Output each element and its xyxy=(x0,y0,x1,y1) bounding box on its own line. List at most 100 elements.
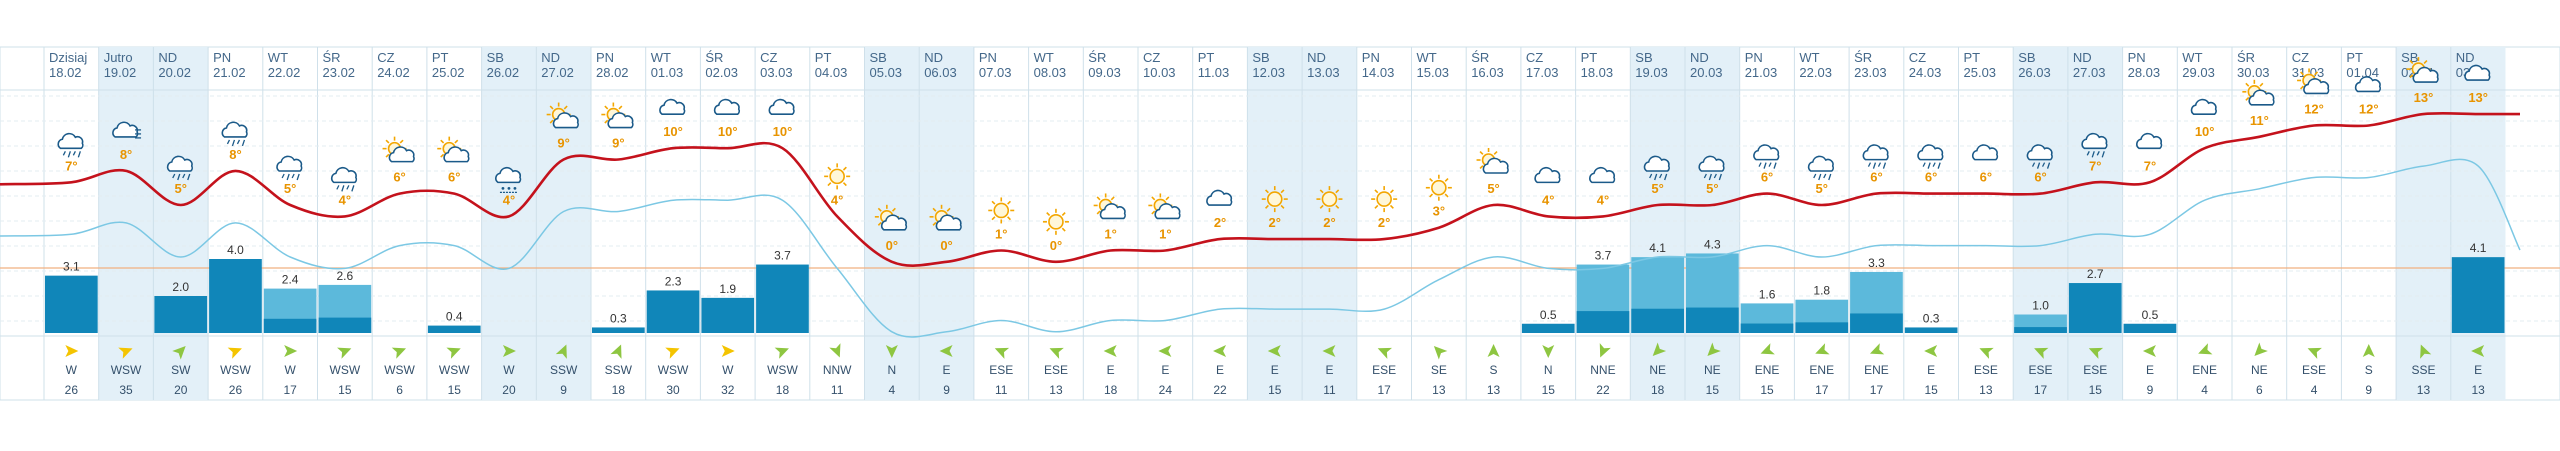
rain-drop xyxy=(2096,150,2100,156)
wind-speed: 11 xyxy=(1323,383,1336,397)
wind-direction: E xyxy=(2146,363,2154,377)
wind-speed: 26 xyxy=(65,383,79,397)
sun-ray xyxy=(2259,82,2264,87)
sun-ray xyxy=(1264,204,1269,209)
rain-drop xyxy=(336,185,340,190)
wind-direction: W xyxy=(284,363,296,377)
day-name: WT xyxy=(1417,50,1437,65)
sun-ray xyxy=(604,119,609,124)
precip-bar xyxy=(45,275,98,333)
day-name: WT xyxy=(2182,50,2202,65)
rain-drop xyxy=(1654,173,1658,181)
sun-ray xyxy=(1374,204,1379,209)
rain-drop xyxy=(1708,173,1712,181)
rain-drop xyxy=(1664,173,1668,181)
weekend-column xyxy=(1302,47,1357,400)
day-date: 17.03 xyxy=(1526,65,1559,80)
sun-ray xyxy=(549,119,554,124)
precip-bar xyxy=(2123,323,2177,333)
temperature-lines xyxy=(0,111,2521,338)
temperature-label: 2° xyxy=(1214,215,1226,230)
sun-ray xyxy=(399,139,404,144)
wind-direction: SW xyxy=(171,363,191,377)
sun-ray xyxy=(1151,196,1156,201)
cloud-shape xyxy=(1206,189,1233,206)
day-name: ND xyxy=(924,50,943,65)
wind-direction: ESE xyxy=(2083,363,2107,377)
sun-ray xyxy=(1280,204,1285,209)
cloud-icon xyxy=(1589,167,1616,184)
day-date: 27.03 xyxy=(2073,65,2106,80)
day-name: ND xyxy=(2456,50,2475,65)
rain-drop xyxy=(2046,162,2051,169)
cloud-shape xyxy=(2303,78,2330,95)
temperature-label: 6° xyxy=(1761,170,1773,185)
weekend-column xyxy=(481,47,537,400)
cloud-shape xyxy=(1643,155,1670,172)
day-name: PT xyxy=(1581,50,1598,65)
wind-row: W26WSW35SW20WSW26W17WSW15WSW6WSW15W20SSW… xyxy=(65,342,2485,397)
precipitation-bars: 3.1 2.0 4.0 2.4 2.6 0.4 0.3 2.3 1.9 3.7 0.5 3.7 4.1 4… xyxy=(45,237,2505,333)
cloud-rain-icon xyxy=(276,155,303,181)
sun-cloud-icon xyxy=(2242,79,2275,106)
sun-ray xyxy=(440,153,445,158)
rain-drop xyxy=(187,173,191,181)
wind-direction: W xyxy=(66,363,78,377)
wind-speed: 4 xyxy=(2311,383,2318,397)
wind-direction: ENE xyxy=(1809,363,1834,377)
sun-ray xyxy=(1110,196,1115,201)
temperature-label: 6° xyxy=(1980,170,1992,185)
cloud-shape xyxy=(1753,144,1780,161)
rain-drop xyxy=(291,173,295,179)
sun-icon xyxy=(824,163,851,190)
day-date: 08.03 xyxy=(1034,65,1067,80)
wind-direction: ESE xyxy=(1044,363,1068,377)
day-name: WT xyxy=(651,50,671,65)
wind-speed: 17 xyxy=(2034,383,2048,397)
sun-ray xyxy=(2409,60,2414,64)
cloud-rain-icon xyxy=(2026,144,2053,169)
day-name: ND xyxy=(158,50,177,65)
cloud-icon xyxy=(1971,144,1999,161)
cloud-shape xyxy=(1971,144,1999,161)
wind-speed: 17 xyxy=(1815,383,1829,397)
weekend-column xyxy=(536,47,591,400)
wind-direction: ENE xyxy=(1864,363,1889,377)
day-name: WT xyxy=(1799,50,1819,65)
day-date: 14.03 xyxy=(1362,65,1395,80)
temperature-label: 12° xyxy=(2359,101,2379,116)
sun-ray xyxy=(1335,189,1340,194)
wind-arrow-shape xyxy=(665,347,680,359)
day-name: PT xyxy=(1964,50,1981,65)
wind-speed: 26 xyxy=(229,383,243,397)
cloud-shape xyxy=(2354,76,2381,93)
weekend-column xyxy=(1685,47,1740,400)
day-name: WT xyxy=(1034,50,1054,65)
rain-drop xyxy=(1703,173,1707,179)
wind-direction: E xyxy=(1216,363,1224,377)
wind-direction: SSW xyxy=(605,363,633,377)
wind-arrow-icon xyxy=(172,346,186,360)
cloud-shape xyxy=(276,155,303,172)
precip-label: 0.5 xyxy=(1540,308,1557,322)
wind-direction: WSW xyxy=(658,363,689,377)
day-date: 20.03 xyxy=(1690,65,1723,80)
wind-arrow-shape xyxy=(2142,345,2156,357)
wind-arrow-icon xyxy=(118,347,133,359)
wind-direction: ESE xyxy=(2302,363,2326,377)
temperature-label: 10° xyxy=(2195,124,2215,139)
day-name: PT xyxy=(1198,50,1215,65)
cloud-shape xyxy=(221,121,248,138)
wind-arrow-shape xyxy=(1213,345,1227,357)
sun-cloud-icon xyxy=(1148,193,1181,220)
wind-direction: S xyxy=(2365,363,2373,377)
precip-label: 4.1 xyxy=(2470,241,2487,255)
rain-drop xyxy=(177,173,181,181)
weather-icons xyxy=(57,57,2491,235)
sun-cloud-icon xyxy=(874,204,908,231)
sun-icon xyxy=(988,197,1015,224)
temperature-line xyxy=(0,111,2520,267)
temperature-label: 6° xyxy=(1870,170,1882,185)
wind-speed: 9 xyxy=(2365,383,2372,397)
wind-arrow-icon xyxy=(284,345,298,357)
